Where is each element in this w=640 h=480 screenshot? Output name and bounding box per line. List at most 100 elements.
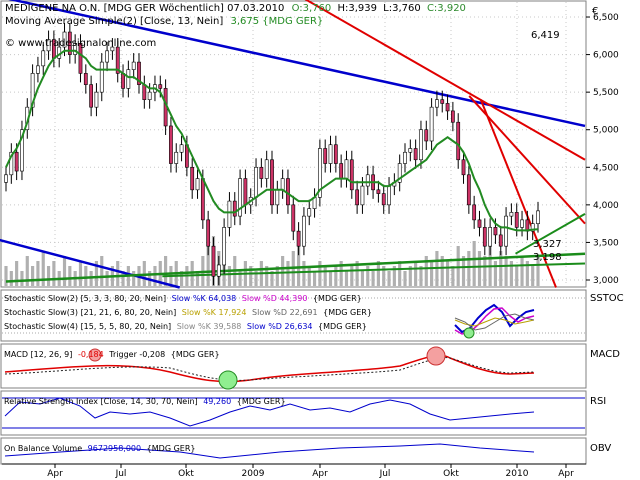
candle-body	[291, 204, 296, 232]
candle-body	[482, 227, 487, 247]
volume-bar	[339, 261, 343, 286]
volume-bar	[275, 266, 279, 286]
volume-bar	[15, 261, 19, 286]
grid-lines	[2, 2, 585, 286]
trend-line	[162, 262, 586, 278]
candle-body	[445, 103, 450, 112]
volume-bar	[472, 241, 476, 286]
volume-bar	[297, 246, 301, 286]
trend-line	[304, 0, 586, 161]
candle-body	[259, 166, 264, 179]
x-tick-label: Jul	[379, 469, 391, 479]
volume-bar	[382, 266, 386, 286]
macd-panel-frame	[0, 343, 587, 389]
volume-bar	[509, 261, 513, 286]
volume-bar	[477, 251, 482, 286]
candle-body	[105, 50, 109, 63]
candle-body	[440, 99, 445, 104]
volume-bar	[456, 246, 460, 286]
main-panel-frame	[0, 0, 587, 288]
candle-body	[461, 159, 466, 176]
candle-body	[78, 43, 83, 74]
trend-line	[5, 252, 586, 283]
y-tick-label: 5,000	[593, 126, 619, 136]
y-tick-label: 4,000	[593, 201, 619, 211]
candle-body	[264, 159, 269, 179]
currency-symbol: €	[592, 6, 598, 17]
obv-line	[4, 443, 535, 459]
volume-bar	[451, 266, 455, 286]
candle-body	[73, 43, 78, 55]
y-tick-label: 6,000	[593, 51, 619, 61]
x-tick-label: Okt	[178, 469, 194, 479]
candle-body	[302, 215, 306, 247]
candle-body	[190, 166, 195, 191]
volume-bar	[4, 266, 8, 286]
candle-body	[174, 151, 179, 164]
candle-body	[89, 84, 94, 108]
volume-bar	[350, 266, 354, 286]
volume-bar	[520, 256, 524, 286]
rsi-tag: RSI	[590, 396, 606, 407]
volume-bar	[408, 266, 412, 286]
volume-bar	[94, 261, 99, 286]
volume-bar	[302, 261, 306, 286]
volume-bar	[36, 261, 40, 286]
volume-bar	[430, 261, 434, 286]
volume-bar	[414, 261, 418, 286]
volume-bar	[238, 271, 242, 286]
candle-body	[504, 215, 508, 247]
volume-bar	[323, 266, 327, 286]
candle-body	[355, 189, 360, 206]
candle-body	[317, 148, 322, 198]
stoch-tag: SSTOC	[590, 293, 624, 304]
y-tick-label: 3,000	[593, 276, 619, 286]
candle-body	[450, 110, 455, 123]
candlesticks	[4, 23, 540, 286]
candle-body	[200, 178, 205, 221]
trend-line	[0, 238, 181, 289]
candle-body	[344, 159, 349, 179]
ma-legend-row: Moving Average Simple(2) [Close, 13, Nei…	[5, 16, 323, 27]
volume-bar	[467, 251, 471, 286]
candle-body	[328, 144, 333, 164]
volume-bar	[153, 266, 157, 286]
candle-body	[509, 212, 514, 217]
candle-body	[41, 50, 46, 67]
y-tick-label: 4,500	[593, 163, 619, 173]
candle-body	[115, 46, 120, 74]
volume-bar	[31, 266, 35, 286]
candle-body	[333, 144, 338, 164]
candle-body	[530, 223, 535, 232]
volume-bar	[307, 266, 311, 286]
candle-body	[179, 144, 184, 153]
volume-bar	[398, 261, 402, 286]
candle-body	[493, 227, 498, 236]
candle-body	[403, 151, 407, 164]
stoch-panel-frame	[0, 289, 587, 342]
volume-bar	[195, 271, 200, 286]
volume-bar	[281, 256, 285, 286]
volume-bar	[179, 271, 184, 286]
trend-lines	[0, 0, 586, 289]
candle-body	[30, 73, 35, 108]
volume-bar	[445, 261, 450, 286]
volume-bar	[493, 261, 498, 286]
volume-bar	[392, 266, 396, 286]
volume-bar	[270, 271, 274, 286]
candle-body	[339, 163, 344, 179]
volume-bar	[360, 271, 365, 286]
macd-legend: MACD [12, 26, 9] -0,184 Trigger -0,208 {…	[4, 350, 220, 359]
candle-body	[83, 73, 88, 85]
price-y-axis: 6,500 6,000 5,500 5,000 4,500 4,000 3,500 3,000	[586, 13, 619, 286]
candle-body	[349, 159, 354, 191]
rsi-line	[2, 397, 585, 429]
volume-bar	[536, 256, 540, 286]
volume-bar	[9, 271, 13, 286]
candle-body	[137, 61, 141, 85]
quote-low: L:3,760	[383, 3, 421, 14]
candle-body	[456, 121, 461, 161]
candle-body	[429, 106, 434, 142]
watermark: © www.tradesignalonline.com	[5, 38, 156, 49]
volume-bar	[525, 261, 529, 286]
